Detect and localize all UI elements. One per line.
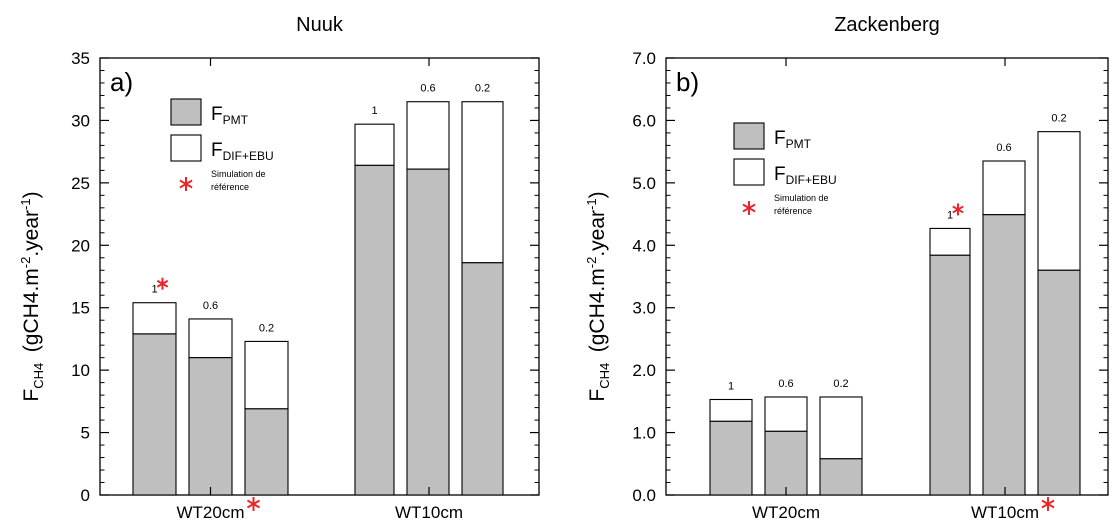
bar-label: 1 [371, 105, 377, 117]
legend-reference-line1: Simulation de [211, 169, 266, 179]
bar-label: 0.2 [259, 322, 274, 334]
legend-difebu-swatch [733, 158, 765, 186]
legend-difebu-label: FDIF+EBU [211, 140, 274, 163]
y-tick-label: 5 [81, 424, 90, 443]
plot-frame [665, 57, 1109, 496]
bar-difebu-segment [354, 123, 395, 166]
bar-pmt-segment [709, 420, 753, 496]
bar-difebu-segment [982, 160, 1026, 216]
legend-difebu-label: FDIF+EBU [774, 164, 837, 187]
chart-title: Zackenberg [834, 14, 940, 36]
bar-difebu-segment [406, 101, 450, 170]
bar-pmt-segment [982, 214, 1026, 496]
bar-difebu-segment [764, 396, 808, 432]
chart-panel-nuuk: Nuuk 0 5 10 15 20 25 30 35 FCH4 (gCH4.m-2.year-1)… [18, 14, 540, 522]
y-axis-label: FCH4 (gCH4.m-2.year-1) [18, 191, 46, 401]
panel-label: b) [676, 67, 699, 97]
y-tick-label: 15 [71, 299, 90, 318]
x-group-label: WT20cm [752, 503, 820, 522]
bar-pmt-segment [354, 164, 395, 496]
chart-title: Nuuk [296, 14, 344, 36]
bar-label: 0.2 [833, 378, 848, 390]
y-tick-label: 20 [71, 236, 90, 255]
bar-difebu-segment [132, 302, 177, 335]
bar-pmt-segment [461, 262, 504, 496]
y-tick-label: 0 [81, 486, 90, 505]
x-group-label: WT10cm [395, 503, 463, 522]
chart-panel-zackenberg: Zackenberg 0.0 1.0 2.0 3.0 4.0 5.0 6.0 7.0 FCH4 (… [584, 14, 1109, 522]
plot-frame [99, 57, 540, 496]
legend-reference-star [179, 177, 193, 191]
y-tick-label: 10 [71, 361, 90, 380]
panel-label: a) [110, 67, 133, 97]
legend-pmt-swatch [733, 122, 765, 150]
y-tick-label: 3.0 [632, 299, 656, 318]
legend-pmt-label: FPMT [211, 104, 249, 127]
bar-difebu-segment [188, 318, 233, 359]
legend: FPMT FDIF+EBU Simulation de référence [733, 122, 837, 216]
bar-difebu-segment [244, 340, 289, 410]
legend-reference-line2: référence [211, 182, 249, 192]
bar-difebu-segment [461, 101, 504, 264]
bar-pmt-segment [244, 408, 289, 496]
y-tick-label: 5.0 [632, 174, 656, 193]
y-tick-label: 1.0 [632, 424, 656, 443]
bar-label: 0.6 [420, 83, 435, 95]
bar-difebu-segment [819, 396, 863, 460]
legend-reference-line2: référence [774, 206, 812, 216]
legend: FPMT FDIF+EBU Simulation de référence [170, 98, 274, 192]
y-axis-label: FCH4 (gCH4.m-2.year-1) [584, 191, 612, 401]
y-tick-label: 7.0 [632, 49, 656, 68]
bar-label: 0.2 [1051, 113, 1066, 125]
bar-difebu-segment [929, 227, 971, 256]
bar-pmt-segment [188, 357, 233, 496]
bar-difebu-segment [709, 398, 753, 422]
legend-pmt-swatch [170, 98, 202, 126]
y-tick-label: 30 [71, 111, 90, 130]
bar-pmt-segment [132, 333, 177, 496]
y-tick-label: 4.0 [632, 236, 656, 255]
bar-label: 0.6 [996, 142, 1011, 154]
bar-pmt-segment [929, 254, 971, 496]
bar-pmt-segment [764, 430, 808, 496]
y-tick-label: 25 [71, 174, 90, 193]
x-group-label: WT10cm [971, 503, 1039, 522]
bar-difebu-segment [1037, 131, 1081, 271]
legend-difebu-swatch [170, 134, 202, 162]
y-tick-label: 6.0 [632, 111, 656, 130]
reference-star [246, 497, 261, 511]
x-group-label: WT20cm [177, 503, 245, 522]
legend-reference-line1: Simulation de [774, 193, 829, 203]
bar-label: 1 [151, 284, 157, 296]
bar-label: 1 [728, 380, 734, 392]
y-tick-label: 0.0 [632, 486, 656, 505]
bar-pmt-segment [1037, 269, 1081, 496]
y-tick-label: 35 [71, 49, 90, 68]
reference-star [1041, 497, 1055, 511]
reference-star [952, 203, 964, 216]
bar-label: 0.6 [203, 300, 218, 312]
bar-label: 0.6 [778, 378, 793, 390]
y-tick-label: 2.0 [632, 361, 656, 380]
bar-pmt-segment [819, 458, 863, 496]
bar-label: 1 [947, 209, 953, 221]
bar-label: 0.2 [475, 83, 490, 95]
legend-reference-star [742, 201, 756, 215]
bar-pmt-segment [406, 168, 450, 496]
legend-pmt-label: FPMT [774, 128, 812, 151]
reference-star [156, 277, 169, 290]
